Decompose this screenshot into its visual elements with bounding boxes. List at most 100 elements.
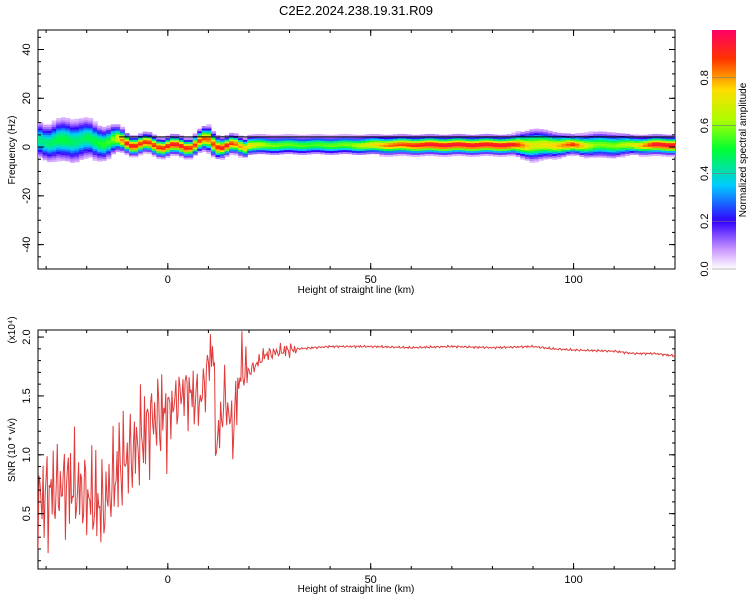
heat-cell [110, 134, 116, 137]
heat-cell [151, 154, 157, 157]
heat-cell [402, 147, 408, 151]
heat-cell [579, 132, 585, 136]
heat-cell [461, 134, 467, 137]
heat-cell [56, 153, 62, 156]
heat-cell [78, 129, 85, 133]
heat-cell [115, 130, 121, 133]
heat-cell [124, 146, 130, 150]
heat-cell [497, 138, 503, 142]
heat-cell [520, 157, 526, 160]
heat-cell [156, 148, 162, 152]
heat-cell [156, 140, 162, 144]
heat-cell [620, 152, 626, 156]
heat-cell [283, 133, 289, 137]
heat-cell [520, 141, 526, 145]
heat-cell [92, 156, 98, 159]
heat-cell [588, 144, 594, 148]
heat-cell [538, 154, 544, 157]
heat-cell [570, 138, 576, 141]
heat-cell [493, 134, 499, 138]
heat-cell [656, 151, 662, 155]
heat-cell [283, 151, 289, 155]
heat-cell [279, 149, 285, 153]
heat-cell [78, 124, 85, 127]
colorbar-tick-label: 0.8 [699, 70, 711, 85]
heat-cell [315, 141, 321, 145]
heat-cell [465, 140, 471, 144]
heat-cell [461, 145, 467, 149]
heat-cell [215, 150, 221, 154]
heat-cell [415, 144, 421, 148]
heat-cell [101, 132, 107, 136]
heat-cell [493, 142, 499, 145]
heat-cell [160, 147, 166, 150]
heat-cell [552, 147, 558, 151]
heat-cell [74, 151, 80, 155]
heat-cell [479, 153, 485, 157]
heat-cell [306, 134, 312, 138]
heat-cell [133, 143, 139, 146]
heat-cell [51, 149, 57, 153]
heat-cell [338, 151, 344, 155]
heat-cell [83, 119, 89, 122]
heat-cell [60, 125, 66, 128]
heat-cell [233, 149, 239, 152]
colorbar-tick-label: 0.6 [699, 118, 711, 133]
heat-cell [256, 133, 262, 137]
heat-cell [215, 140, 221, 144]
heat-cell [56, 149, 62, 152]
heat-cell [665, 148, 672, 152]
heat-cell [238, 137, 244, 141]
heat-cell [97, 159, 103, 162]
y-tick-label: 1.0 [21, 447, 33, 462]
heat-cell [561, 133, 567, 136]
heat-cell [160, 156, 166, 160]
y-tick-label: 0.5 [21, 506, 33, 521]
heat-cell [78, 133, 85, 137]
heat-cell [361, 150, 367, 153]
heat-cell [452, 153, 458, 157]
heat-cell [488, 137, 494, 141]
heat-cell [584, 134, 590, 137]
heat-cell [69, 123, 75, 126]
heat-cell [38, 122, 44, 125]
heat-cell [320, 144, 326, 147]
heat-cell [661, 136, 667, 139]
heat-cell [383, 146, 389, 150]
heat-cell [83, 156, 89, 159]
heat-cell [511, 142, 517, 145]
heat-cell [606, 138, 612, 141]
heat-cell [502, 140, 508, 144]
heat-cell [438, 144, 444, 148]
heat-cell [74, 118, 80, 122]
heat-cell [447, 148, 453, 151]
heat-cell [101, 144, 107, 148]
heat-cell [433, 147, 439, 151]
heat-cell [60, 144, 66, 148]
heat-cell [588, 152, 594, 156]
heat-cell [415, 154, 421, 157]
heat-cell [74, 122, 80, 126]
heat-cell [138, 133, 144, 136]
heat-cell [69, 140, 75, 144]
heat-cell [88, 151, 94, 154]
heat-cell [206, 137, 212, 141]
heat-cell [151, 142, 157, 145]
heat-cell [342, 137, 348, 141]
heat-cell [556, 144, 562, 148]
heat-cell [320, 142, 326, 145]
heat-cell [133, 152, 139, 156]
heat-cell [83, 144, 89, 148]
heat-cell [229, 146, 235, 150]
heat-cell [524, 134, 530, 138]
heat-cell [424, 133, 430, 137]
y-tick-label: 40 [21, 43, 33, 55]
heat-cell [574, 148, 581, 152]
heat-cell [106, 133, 112, 136]
heat-cell [424, 137, 430, 141]
heat-cell [106, 148, 112, 152]
heat-cell [556, 136, 562, 140]
heat-cell [379, 142, 385, 145]
heat-cell [652, 141, 658, 145]
heat-cell [638, 142, 644, 146]
